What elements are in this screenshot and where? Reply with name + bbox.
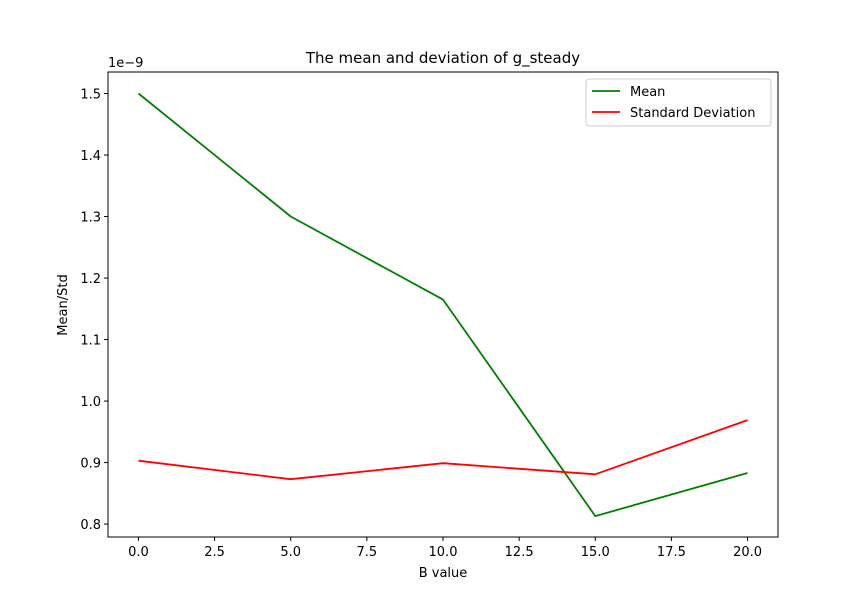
x-tick-label: 2.5 [204,545,225,560]
legend: Mean Standard Deviation [585,78,772,127]
x-tick-label: 20.0 [733,545,762,560]
y-tick-label: 1.0 [80,395,101,410]
legend-label-1: Standard Deviation [630,106,755,121]
x-tick-label: 10.0 [429,545,458,560]
x-tick-label: 15.0 [581,545,610,560]
y-tick-label: 1.2 [80,272,101,287]
x-tick-label: 7.5 [357,545,378,560]
plot-area: 0.0 2.5 5.0 7.5 10.0 12.5 15.0 17.5 20.0 0.8 0.9 1.… [80,71,779,560]
y-offset-label: 1e−9 [108,56,143,71]
y-tick-label: 1.3 [80,211,101,226]
legend-box [585,78,772,127]
y-tick-label: 0.8 [80,518,101,533]
y-axis-label: Mean/Std [56,274,71,335]
series-line-0 [137,92,748,517]
x-axis-label: B value [419,566,468,581]
x-tick-label: 0.0 [128,545,149,560]
axes-frame [107,71,779,538]
series-line-1 [138,419,748,481]
y-tick-label: 0.9 [80,457,101,472]
y-tick-label: 1.4 [80,149,101,164]
x-tick-label: 12.5 [505,545,534,560]
y-tick-label: 1.5 [80,88,101,103]
chart-title: The mean and deviation of g_steady [305,49,580,68]
x-tick-label: 17.5 [657,545,686,560]
legend-label-0: Mean [630,85,665,100]
x-tick-label: 5.0 [280,545,301,560]
y-tick-label: 1.1 [80,334,101,349]
